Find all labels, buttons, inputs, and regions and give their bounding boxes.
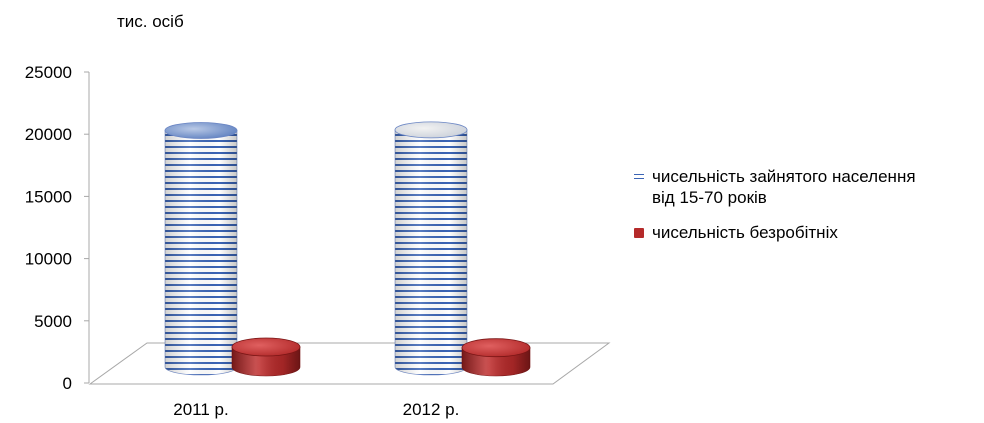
bar-unemployed-2012 р.-top — [461, 338, 531, 358]
y-tick-label: 0 — [63, 374, 72, 393]
bar-unemployed-2011 р.-top — [231, 337, 301, 357]
legend-item-unemployed: чисельність безробітніх — [632, 222, 916, 243]
y-tick-label: 10000 — [25, 250, 72, 269]
legend-label-employed-line2: від 15-70 років — [652, 188, 767, 207]
legend-swatch-unemployed — [634, 228, 644, 238]
y-tick-label: 15000 — [25, 187, 72, 206]
legend: чисельність зайнятого населення від 15-7… — [632, 166, 916, 243]
y-tick-label: 5000 — [34, 312, 72, 331]
legend-label-unemployed: чисельність безробітніх — [652, 223, 838, 242]
y-tick-label: 25000 — [25, 63, 72, 82]
legend-item-employed: чисельність зайнятого населення від 15-7… — [632, 166, 916, 208]
legend-label-employed-line1: чисельність зайнятого населення — [652, 167, 916, 186]
bar-employed-2011 р.-shade — [165, 130, 237, 375]
x-tick-label: 2011 р. — [173, 400, 228, 419]
y-axis-unit-label: тис. осіб — [117, 12, 184, 31]
bar-employed-2011 р.-top — [164, 122, 238, 139]
bar-employed-2012 р.-shade — [395, 129, 467, 375]
legend-swatch-employed — [634, 172, 644, 182]
bar-employed-2012 р.-top — [394, 121, 468, 139]
x-tick-label: 2012 р. — [403, 400, 460, 419]
y-tick-label: 20000 — [25, 125, 72, 144]
